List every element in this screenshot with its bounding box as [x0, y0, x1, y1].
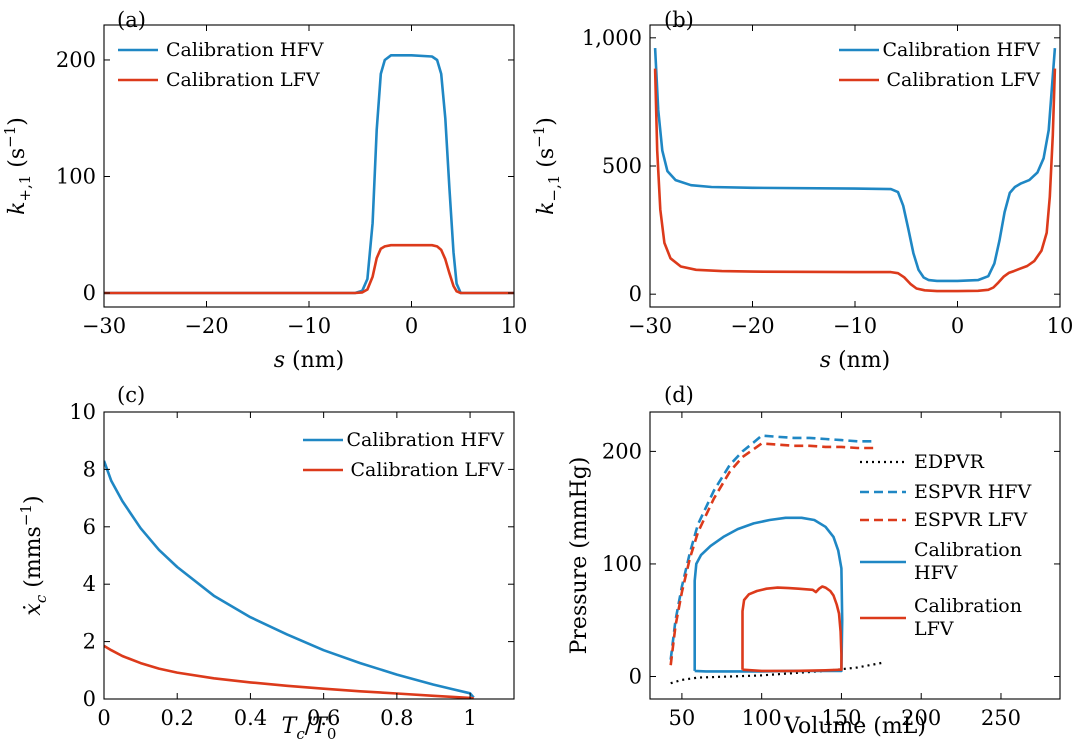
x-tick-label: 200	[901, 706, 941, 730]
legend-entry: Calibration HFV	[883, 39, 1041, 61]
legend-entry: EDPVR	[914, 451, 985, 473]
y-tick-label: 2	[83, 630, 96, 654]
x-tick-label: 0.6	[307, 706, 340, 730]
y-tick-label: 0	[83, 281, 96, 305]
x-tick-label: 0	[405, 314, 418, 338]
legend: EDPVR ESPVR HFV ESPVR LFV Calibration HFV Cal…	[860, 451, 1031, 640]
y-tick-label: 0	[629, 282, 642, 306]
x-tick-label: 50	[669, 706, 696, 730]
legend-entry: Calibration HFV	[914, 539, 1022, 584]
legend-entry: ESPVR LFV	[914, 509, 1028, 531]
x-tick-label: 10	[1047, 314, 1074, 338]
x-tick-label: −10	[287, 314, 331, 338]
series-line-edpvr	[670, 661, 882, 685]
panel-label: (c)	[117, 383, 145, 407]
y-tick-label: 8	[83, 457, 96, 481]
legend-entry: Calibration LFV	[166, 69, 320, 91]
panel-label: (d)	[664, 383, 694, 407]
axis-label-y: Pressure (mmHg)	[567, 457, 592, 655]
axis-label-y: k−,1 (s−1)	[530, 117, 563, 215]
x-tick-label: 10	[501, 314, 528, 338]
series-line-calibration-hfv	[104, 54, 514, 295]
series-line-calibration-lfv	[741, 585, 843, 673]
legend-entry: Calibration HFV	[347, 429, 505, 451]
legend-entry: ESPVR HFV	[914, 481, 1031, 503]
axis-label-x: s (nm)	[820, 348, 891, 373]
x-tick-label: 150	[821, 706, 861, 730]
y-tick-label: 4	[83, 572, 96, 596]
plot-frame	[649, 24, 1061, 308]
axis-label-x: Volume (mL)	[783, 714, 926, 739]
x-tick-label: 100	[742, 706, 782, 730]
plot-frame	[649, 411, 1061, 700]
legend: Calibration HFV Calibration LFV	[839, 39, 1040, 91]
plot-frame	[103, 411, 515, 700]
series-line-espvr-lfv	[669, 442, 874, 666]
legend: Calibration HFV Calibration LFV	[118, 39, 324, 91]
panel-label: (a)	[117, 8, 146, 32]
y-tick-label: 100	[56, 164, 96, 188]
legend: Calibration HFV Calibration LFV	[303, 429, 504, 481]
x-tick-label: −20	[730, 314, 774, 338]
x-tick-label: −20	[184, 314, 228, 338]
legend-entry: Calibration LFV	[886, 69, 1040, 91]
y-tick-label: 200	[602, 439, 642, 463]
x-tick-label: 250	[981, 706, 1021, 730]
y-tick-label: 1,000	[582, 26, 642, 50]
y-tick-label: 100	[602, 552, 642, 576]
x-tick-label: 0.4	[234, 706, 267, 730]
y-tick-label: 10	[69, 400, 96, 424]
x-tick-label: 0.2	[161, 706, 194, 730]
chart-panel-d: 50 100 150 200 250 0 100 200 (d) Volume (mL) Press…	[567, 383, 1061, 739]
series-line-calibration-lfv	[653, 68, 1057, 293]
legend-entry: Calibration HFV	[166, 39, 324, 61]
y-tick-label: 0	[629, 664, 642, 688]
series-line-calibration-lfv	[104, 243, 514, 295]
axis-label-y: k+,1 (s−1)	[1, 117, 34, 215]
axis-label-x: s (nm)	[274, 348, 345, 373]
y-tick-label: 6	[83, 515, 96, 539]
series-line-espvr-hfv	[669, 434, 874, 660]
legend-entry: Calibration LFV	[350, 459, 504, 481]
x-tick-label: −30	[628, 314, 672, 338]
series-line-calibration-hfv	[693, 516, 844, 673]
x-tick-label: 1	[463, 706, 476, 730]
y-tick-label: 0	[83, 687, 96, 711]
series-line-calibration-hfv	[653, 48, 1057, 283]
x-tick-label: −10	[833, 314, 877, 338]
axis-label-y: ẋc (mms−1)	[17, 495, 50, 615]
series-line-calibration-lfv	[104, 644, 474, 699]
y-tick-label: 200	[56, 48, 96, 72]
x-tick-label: −30	[82, 314, 126, 338]
axis-label-x: Tc/T0	[282, 714, 337, 743]
panel-label: (b)	[664, 8, 694, 32]
x-tick-label: 0	[951, 314, 964, 338]
x-tick-label: 0	[97, 706, 110, 730]
plot-frame	[103, 24, 515, 308]
chart-panel-b: −30 −20 −10 0 10 0 500 1,000 (b) s (nm) k−,1 (s−1)…	[530, 8, 1073, 373]
x-tick-label: 0.8	[380, 706, 413, 730]
y-tick-label: 500	[602, 154, 642, 178]
series-line-calibration-hfv	[104, 460, 475, 699]
legend-entry: Calibration LFV	[914, 595, 1022, 640]
